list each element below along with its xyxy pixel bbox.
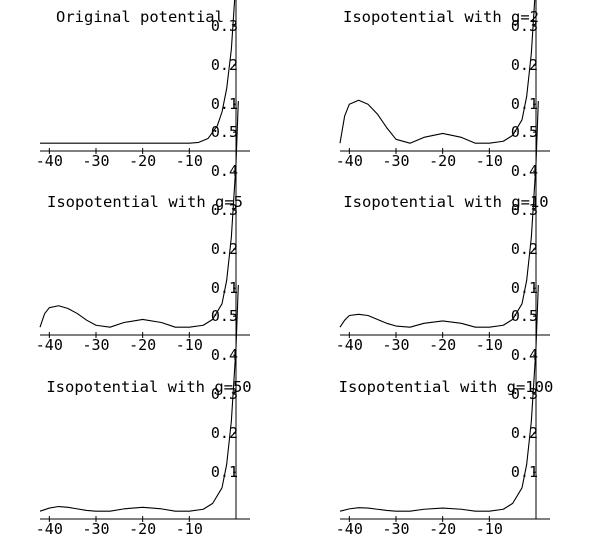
y-tick-label: 0.5 [511, 123, 538, 141]
plot-area: -40-30-20-100.10.20.30.40.5 [36, 0, 250, 170]
y-tick-label: 0.3 [211, 385, 238, 403]
x-tick-label: -30 [82, 336, 109, 354]
x-tick-label: -30 [82, 152, 109, 170]
x-tick-label: -40 [36, 152, 63, 170]
plot-area: -40-30-20-100.10.20.30.40.5 [336, 0, 550, 170]
y-tick-label: 0.1 [511, 279, 538, 297]
y-tick-label: 0.1 [211, 95, 238, 113]
x-tick-label: -10 [476, 520, 503, 538]
panel-isopotential-g10: Isopotential with g=10 -40 -30 -20 -10 0.1 0.… [336, 100, 550, 354]
x-tick-label: -40 [336, 336, 363, 354]
panel-isopotential-g5: Isopotential with g=5 -40 -30 -20 -10 0.1 0.2… [36, 100, 250, 354]
panel-title: Isopotential with g=2 [343, 8, 539, 26]
x-tick-label: -30 [382, 152, 409, 170]
potential-curve [39, 284, 239, 512]
plot-area: -40 -30 -20 -10 0.1 0.2 0.3 0.4 0.5 [336, 284, 550, 538]
x-tick-label: -20 [429, 336, 456, 354]
y-tick-label: 0.1 [511, 463, 538, 481]
x-tick-label: -30 [382, 520, 409, 538]
panel-isopotential-g2: Isopotential with g=2 -40 -30 -20 -10 0.1 0.2… [336, 0, 550, 170]
panel-title: Isopotential with g=5 [47, 193, 243, 211]
x-tick-label: -10 [476, 336, 503, 354]
panel-title: Original potential [56, 8, 224, 26]
potential-curve [339, 100, 539, 328]
y-tick-label: 0.3 [511, 385, 538, 403]
y-tick-label: 0.3 [511, 201, 538, 219]
y-tick-label: 0.1 [511, 95, 538, 113]
x-tick-label: -30 [382, 336, 409, 354]
y-tick-label: 0.4 [211, 162, 238, 180]
x-tick-label: -20 [129, 336, 156, 354]
y-tick-label: 0.5 [211, 123, 238, 141]
x-tick-label: -40 [36, 336, 63, 354]
panel-isopotential-g100: Isopotential with g=100 -40 -30 -20 -10 0.1 0… [336, 284, 554, 538]
y-tick-label: 0.2 [211, 56, 238, 74]
panel-isopotential-g50: Isopotential with g=50 -40 -30 -20 -10 0.1 0.… [36, 284, 252, 538]
panel-original-potential: Original potential -40 -30 -20 -10 0.1 0.2 0.3… [36, 0, 250, 170]
y-tick-label: 0.4 [511, 162, 538, 180]
panel-title: Isopotential with g=100 [339, 378, 554, 396]
y-tick-label: 0.4 [511, 346, 538, 364]
x-tick-label: -10 [176, 152, 203, 170]
plot-area: -40 -30 -20 -10 0.1 0.2 0.3 0.4 0.5 [36, 100, 250, 354]
x-tick-label: -20 [129, 152, 156, 170]
y-tick-label: 0.1 [211, 463, 238, 481]
x-tick-label: -30 [82, 520, 109, 538]
plot-area: -40 -30 -20 -10 0.1 0.2 0.3 0.4 0.5 [336, 100, 550, 354]
x-tick-label: -20 [429, 152, 456, 170]
x-tick-label: -10 [476, 152, 503, 170]
x-tick-label: -20 [429, 520, 456, 538]
y-tick-label: 0.4 [211, 346, 238, 364]
y-tick-label: 0.1 [211, 279, 238, 297]
y-tick-label: 0.5 [511, 307, 538, 325]
potential-curve [40, 0, 236, 144]
plot-area: -40 -30 -20 -10 0.1 0.2 0.3 0.4 0.5 [36, 284, 250, 538]
y-tick-label: 0.3 [211, 201, 238, 219]
y-tick-label: 0.3 [211, 17, 238, 35]
potential-curve [339, 284, 539, 512]
x-tick-label: -40 [336, 520, 363, 538]
x-tick-label: -20 [129, 520, 156, 538]
x-tick-label: -40 [336, 152, 363, 170]
panel-title: Isopotential with g=50 [46, 378, 251, 396]
y-tick-label: 0.2 [511, 424, 538, 442]
y-tick-label: 0.2 [511, 240, 538, 258]
x-tick-label: -10 [176, 336, 203, 354]
x-tick-label: -40 [36, 520, 63, 538]
y-tick-label: 0.2 [511, 56, 538, 74]
y-tick-label: 0.2 [211, 424, 238, 442]
y-tick-label: 0.5 [211, 307, 238, 325]
panel-title: Isopotential with g=10 [343, 193, 548, 211]
x-tick-label: -10 [176, 520, 203, 538]
y-tick-label: 0.2 [211, 240, 238, 258]
y-tick-label: 0.3 [511, 17, 538, 35]
potential-curve [39, 100, 239, 328]
potential-curve [339, 0, 536, 144]
